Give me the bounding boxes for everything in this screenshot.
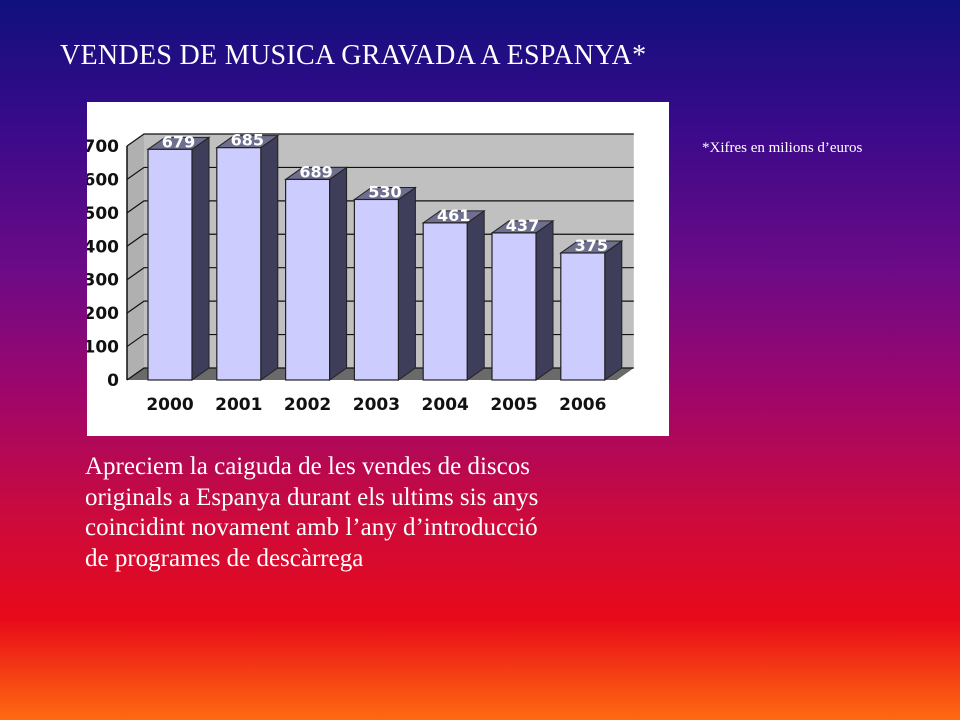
y-tick-label: 0 <box>107 371 119 391</box>
gridline <box>126 200 634 214</box>
gridline <box>126 133 634 147</box>
gridline <box>126 166 634 180</box>
bar-data-label: 679 <box>162 132 195 151</box>
bar <box>491 232 537 381</box>
y-tick-label: 100 <box>87 338 119 358</box>
x-tick-label: 2001 <box>215 395 262 415</box>
y-tick-label: 700 <box>87 137 119 157</box>
bar-chart: 0 100 200 300 400 500 600 700 679 2000 685 2001 689 2… <box>87 131 634 415</box>
bar-side <box>260 134 279 381</box>
bar <box>147 148 193 381</box>
bar <box>216 147 262 381</box>
bar <box>285 178 331 381</box>
slide-title: VENDES DE MUSICA GRAVADA A ESPANYA* <box>60 40 647 71</box>
x-tick-label: 2005 <box>490 395 537 415</box>
x-tick-label: 2003 <box>353 395 400 415</box>
y-tick-label: 600 <box>87 170 119 190</box>
bar-data-label: 461 <box>437 206 470 225</box>
units-footnote: *Xifres en milions d’euros <box>702 140 863 156</box>
bar-side <box>191 136 210 381</box>
bar <box>353 198 399 381</box>
body-paragraph: Apreciem la caiguda de les vendes de dis… <box>85 452 685 574</box>
y-tick-label: 300 <box>87 271 119 291</box>
bar-side <box>329 166 348 381</box>
bar-side <box>604 240 623 381</box>
chart-side-wall <box>127 133 144 380</box>
body-line: Apreciem la caiguda de les vendes de dis… <box>85 453 530 480</box>
bar-side <box>535 219 554 381</box>
y-tick-label: 400 <box>87 237 119 257</box>
bar-data-label: 437 <box>506 216 539 235</box>
bar-data-label: 530 <box>368 182 401 201</box>
bar-side <box>397 186 416 381</box>
y-tick-label: 500 <box>87 204 119 224</box>
bar <box>422 222 468 381</box>
x-tick-label: 2000 <box>146 395 193 415</box>
bar-data-label: 689 <box>299 162 332 181</box>
body-line: originals a Espanya durant els ultims si… <box>85 483 539 511</box>
bar-data-label: 375 <box>575 236 608 255</box>
bar-data-label: 685 <box>231 131 264 150</box>
bar <box>560 252 606 381</box>
x-tick-label: 2004 <box>422 395 469 415</box>
body-line: coincidint novament amb l’any d’introduc… <box>85 514 538 541</box>
y-tick-label: 200 <box>87 304 119 324</box>
bar-side <box>466 209 485 381</box>
x-tick-label: 2006 <box>559 395 606 415</box>
x-tick-label: 2002 <box>284 395 331 415</box>
body-line: de programes de descàrrega <box>85 544 364 572</box>
bar-chart-panel: 0 100 200 300 400 500 600 700 679 2000 685 2001 689 2… <box>87 102 669 436</box>
